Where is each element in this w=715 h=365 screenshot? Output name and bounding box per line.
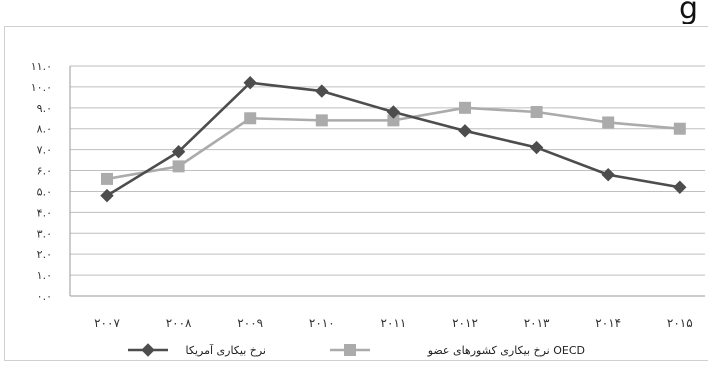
data-point — [529, 140, 544, 155]
y-tick-label: ۴.۰ — [37, 206, 52, 219]
data-point — [387, 114, 400, 127]
data-point — [171, 145, 186, 159]
y-tick-label: ۹.۰ — [37, 102, 52, 115]
y-tick-label: ۶.۰ — [37, 165, 52, 178]
data-point — [459, 101, 471, 114]
series-line — [106, 81, 681, 197]
series-lines — [106, 81, 681, 197]
data-point — [315, 114, 328, 127]
data-point — [673, 180, 687, 194]
series-markers — [100, 76, 687, 203]
y-tick-label: ۷.۰ — [37, 144, 52, 157]
x-tick-labels: ۲۰۰۷ ۲۰۰۸ ۲۰۰۹ ۲۰۱۰ ۲۰۱۱ ۲۰۱۲ ۲۰۱۳ ۲۰۱۴ ۲۰۱۵ — [94, 316, 693, 330]
y-tick-labels: ۰.۰ ۱.۰ ۲.۰ ۳.۰ ۴.۰ ۵.۰ ۶.۰ ۷.۰ ۸.۰ ۹.۰ ۱۰.۰ ۱۱.۰ — [31, 60, 52, 303]
data-point — [100, 188, 114, 203]
grid-lines — [70, 65, 705, 276]
y-tick-label: ۱۱.۰ — [31, 60, 52, 73]
axes — [69, 66, 705, 297]
y-tick-label: ۲.۰ — [37, 248, 52, 261]
data-point — [458, 124, 472, 138]
data-point — [172, 160, 185, 173]
top-text-fragment: g — [679, 0, 699, 24]
data-point — [530, 106, 543, 118]
chart-frame — [4, 26, 708, 361]
x-tick-label: ۲۰۱۲ — [452, 316, 478, 330]
legend-label: نرخ بیکاری کشورهای عضو OECD — [427, 344, 585, 357]
legend: نرخ بیکاری آمریکا نرخ بیکاری کشورهای عضو … — [128, 343, 585, 357]
x-tick-label: ۲۰۰۷ — [94, 316, 120, 330]
x-tick-label: ۲۰۰۹ — [237, 316, 263, 330]
y-tick-label: ۵.۰ — [37, 185, 52, 198]
data-point — [601, 168, 615, 182]
data-point — [602, 116, 615, 129]
legend-swatch-marker — [141, 343, 155, 357]
x-tick-label: ۲۰۰۸ — [166, 316, 192, 330]
legend-label: نرخ بیکاری آمریکا — [186, 343, 266, 357]
data-point — [244, 112, 257, 125]
legend-swatch-marker — [344, 344, 356, 356]
data-point — [101, 172, 113, 185]
x-tick-label: ۲۰۱۱ — [381, 316, 407, 330]
x-tick-label: ۲۰۱۴ — [595, 316, 621, 330]
x-tick-label: ۲۰۱۰ — [309, 316, 335, 330]
data-point — [315, 84, 329, 98]
y-tick-label: ۱۰.۰ — [31, 81, 52, 94]
y-tick-label: ۸.۰ — [37, 123, 52, 136]
x-tick-label: ۲۰۱۳ — [524, 316, 550, 330]
y-tick-label: ۱.۰ — [37, 269, 52, 282]
x-tick-label: ۲۰۱۵ — [667, 316, 693, 330]
y-tick-label: ۳.۰ — [37, 227, 52, 240]
data-point — [386, 105, 401, 119]
y-tick-label: ۰.۰ — [37, 290, 52, 303]
data-point — [673, 122, 686, 135]
data-point — [243, 76, 257, 90]
